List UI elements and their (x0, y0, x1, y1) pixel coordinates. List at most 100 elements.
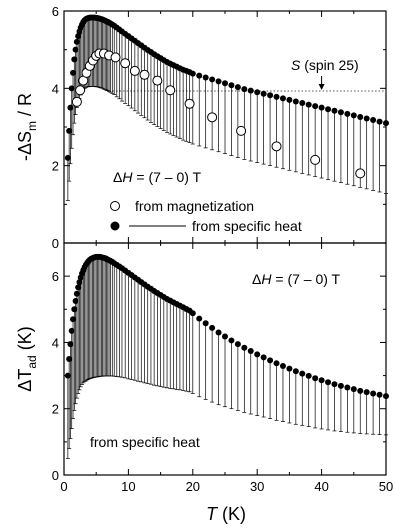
bottom-error-bars (65, 256, 388, 459)
data-point (337, 109, 344, 116)
data-point (376, 391, 383, 398)
data-point (376, 118, 383, 125)
bottom-points (64, 253, 389, 400)
data-point (72, 298, 79, 304)
magnetization-point (75, 85, 86, 96)
magnetization-point (184, 98, 195, 109)
data-point (234, 84, 241, 91)
data-point (73, 38, 80, 45)
magnetization-point (139, 69, 150, 80)
x-tick-label: 10 (121, 479, 135, 494)
y-tick-label: 0 (52, 468, 59, 483)
legend-specific-heat-label: from specific heat (192, 218, 302, 234)
data-point (222, 80, 228, 87)
top-points (64, 14, 389, 161)
data-point (279, 95, 286, 102)
legend-open-marker (110, 201, 120, 211)
y-tick-label: 0 (52, 236, 59, 251)
data-point (66, 127, 73, 134)
data-point (247, 87, 254, 94)
x-tick-label: 50 (379, 479, 393, 494)
data-point (363, 389, 370, 396)
data-point (292, 368, 299, 375)
y-tick-label: 6 (52, 4, 59, 19)
data-point (241, 344, 248, 351)
data-point (71, 306, 78, 313)
legend-magnetization-label: from magnetization (135, 198, 254, 214)
data-point (254, 89, 261, 96)
y-tick-label: 2 (52, 159, 59, 174)
data-point (228, 82, 235, 89)
data-point (196, 72, 203, 79)
data-point (76, 279, 83, 286)
data-point (222, 333, 228, 340)
data-point (267, 357, 274, 364)
data-point (260, 90, 267, 97)
data-point (363, 115, 370, 122)
data-point (75, 284, 82, 291)
data-point (312, 103, 319, 110)
data-point (286, 96, 293, 103)
magnetization-point (152, 75, 163, 86)
data-point (72, 46, 79, 53)
magnetization-point (71, 96, 82, 107)
data-point (70, 69, 77, 76)
data-point (273, 93, 280, 100)
data-point (73, 290, 80, 297)
data-point (350, 386, 357, 393)
data-point (254, 351, 261, 358)
magnetization-point (120, 58, 131, 69)
data-point (67, 104, 74, 111)
data-point (305, 372, 312, 379)
data-point (209, 76, 216, 83)
bottom-footnote: from specific heat (90, 434, 200, 450)
data-point (299, 370, 306, 377)
magnetization-point (129, 65, 140, 76)
data-point (71, 56, 78, 63)
data-point (189, 70, 196, 77)
y-tick-label: 4 (52, 81, 59, 96)
data-point (202, 74, 209, 81)
top-open-points (71, 48, 366, 179)
data-point (318, 104, 325, 111)
data-point (75, 33, 82, 40)
data-point (67, 341, 74, 348)
x-tick-label: 0 (60, 479, 67, 494)
data-point (196, 315, 203, 322)
y-tick-label: 6 (52, 269, 59, 284)
x-tick-label: 20 (186, 479, 200, 494)
data-point (209, 324, 216, 331)
data-point (370, 117, 377, 124)
x-axis-title: T (K) (206, 504, 246, 524)
data-point (299, 100, 306, 107)
magnetization-point (310, 154, 321, 165)
data-point (318, 377, 325, 384)
data-point (279, 362, 286, 369)
data-point (331, 107, 338, 114)
data-point (68, 327, 75, 334)
data-point (350, 112, 357, 119)
data-point (70, 316, 77, 323)
data-point (383, 120, 389, 127)
bottom-field-annotation: ΔH = (7 – 0) T (252, 271, 341, 287)
top-ticks: 0 2 4 6 (52, 4, 387, 251)
magnetization-point (355, 168, 366, 179)
data-point (228, 337, 235, 344)
top-y-axis-title: -ΔSm / R (15, 93, 39, 161)
reference-arrowhead (318, 84, 325, 91)
data-point (325, 379, 332, 386)
data-point (305, 101, 312, 108)
legend-filled-marker (110, 221, 120, 231)
data-point (286, 365, 293, 372)
data-point (325, 106, 332, 113)
data-point (68, 85, 75, 92)
data-point (215, 78, 222, 85)
data-point (357, 113, 364, 120)
data-point (241, 86, 248, 93)
data-point (370, 390, 377, 397)
data-point (189, 310, 196, 317)
top-field-annotation: ΔH = (7 – 0) T (113, 169, 202, 185)
data-point (312, 375, 319, 382)
data-point (292, 98, 299, 105)
data-point (344, 110, 351, 117)
